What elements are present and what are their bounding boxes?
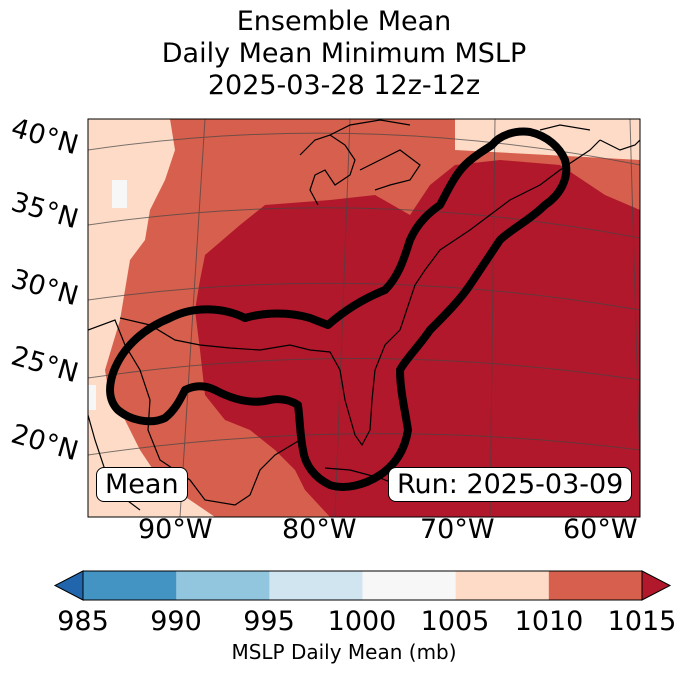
colorbar-extend-low xyxy=(53,570,84,601)
grid-lon-70 xyxy=(489,119,496,517)
colorbar-tick-1005: 1005 xyxy=(420,606,490,637)
colorbar-tick-985: 985 xyxy=(57,606,109,637)
coastline-east xyxy=(399,139,601,331)
region-1000-1005-patch xyxy=(112,180,127,208)
region-above-1015 xyxy=(195,160,640,517)
colorbar-seg-1000-1005 xyxy=(362,571,457,600)
colorbar-label: MSLP Daily Mean (mb) xyxy=(231,640,457,664)
run-label-box: Run: 2025-03-09 xyxy=(388,467,633,502)
grid-lon-60 xyxy=(629,119,640,471)
lon-label-70: 70°W xyxy=(420,514,495,545)
coastline-maritimes xyxy=(539,124,640,151)
grid-lon-90 xyxy=(179,119,206,517)
grid-lat-35 xyxy=(88,207,640,239)
colorbar-extend-high xyxy=(641,570,672,601)
contour-outline xyxy=(106,127,571,491)
title-line-3: 2025-03-28 12z-12z xyxy=(207,70,481,101)
grid-lat-30 xyxy=(88,282,640,311)
lon-label-60: 60°W xyxy=(563,514,638,545)
colorbar-tick-1015: 1015 xyxy=(607,606,677,637)
colorbar-frame xyxy=(82,570,643,601)
colorbar-tick-1010: 1010 xyxy=(514,606,584,637)
colorbar-tick-990: 990 xyxy=(150,606,202,637)
colorbar-seg-1010-1015 xyxy=(548,571,643,600)
lon-label-80: 80°W xyxy=(282,514,357,545)
title-line-1: Ensemble Mean xyxy=(236,6,452,37)
grid-lat-20 xyxy=(88,433,640,456)
region-1000-1005-patch-2 xyxy=(88,385,96,410)
title-line-2: Daily Mean Minimum MSLP xyxy=(161,38,527,69)
colorbar-seg-1005-1010 xyxy=(455,571,550,600)
colorbar-tick-995: 995 xyxy=(243,606,295,637)
stat-label-box: Mean xyxy=(96,467,188,502)
map-frame xyxy=(87,118,641,518)
grid-lat-25 xyxy=(88,358,640,381)
mslp-map xyxy=(87,118,641,518)
colorbar-seg-990-995 xyxy=(176,571,270,600)
coastline-great-lakes xyxy=(299,119,421,206)
colorbar-seg-985-990 xyxy=(83,571,177,600)
colorbar-seg-995-1000 xyxy=(269,571,363,600)
lon-label-90: 90°W xyxy=(138,514,213,545)
colorbar-tick-1000: 1000 xyxy=(327,606,397,637)
